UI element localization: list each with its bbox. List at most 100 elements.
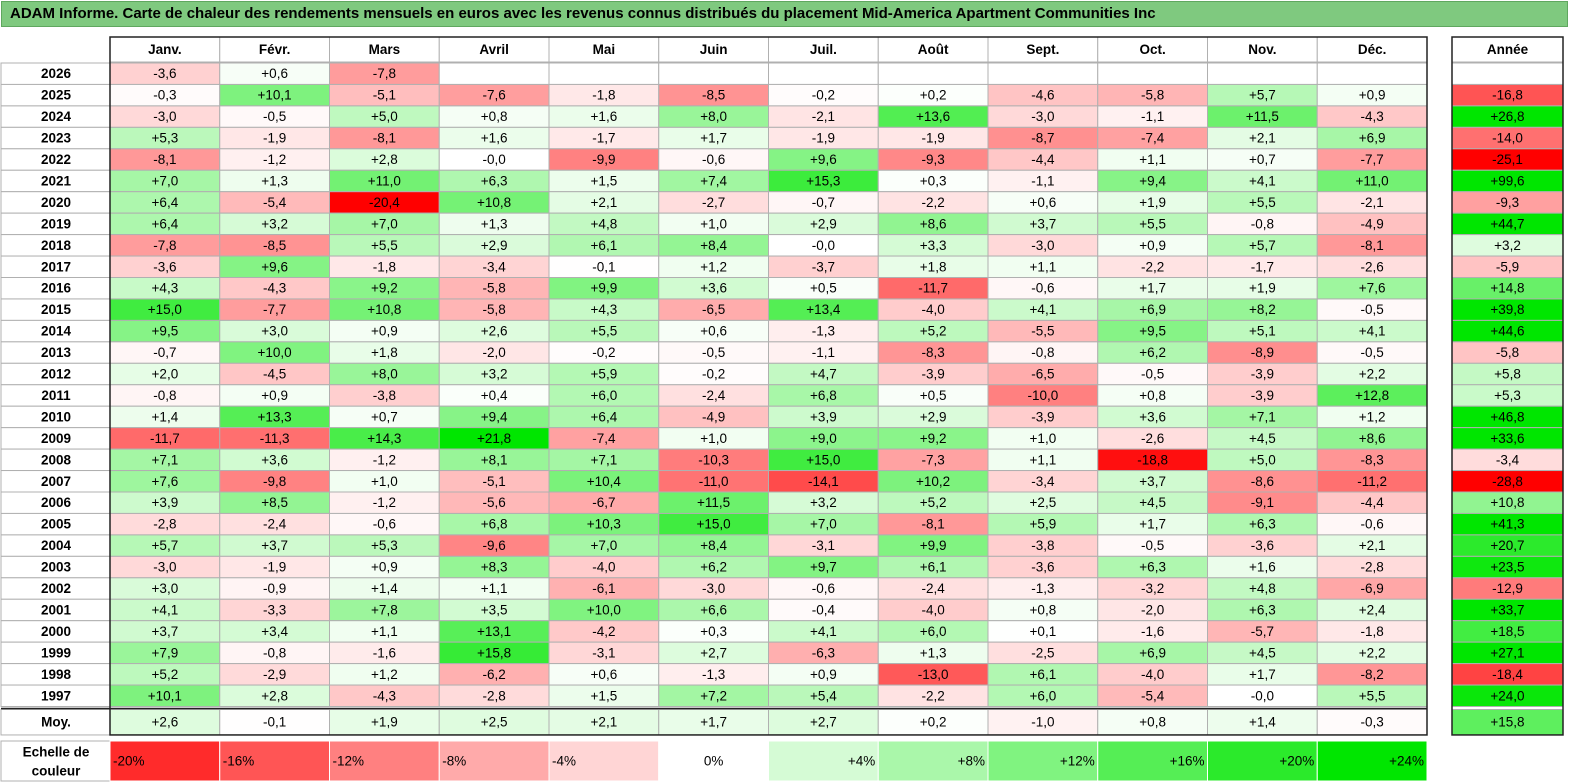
heat-cell-value: -3,2 <box>1141 581 1164 596</box>
scale-step <box>329 740 440 782</box>
heat-cell-value: +7,6 <box>1359 281 1386 296</box>
heat-cell-value: -1,1 <box>812 345 835 360</box>
heat-cell-value: -5,6 <box>482 495 505 510</box>
scale-step-label: +20% <box>1279 754 1314 769</box>
heat-cell-value: +4,8 <box>591 216 618 231</box>
heat-cell-value: -2,5 <box>1031 645 1054 660</box>
heat-cell-value: +6,1 <box>1030 667 1057 682</box>
heat-cell-value: -1,9 <box>812 131 835 146</box>
heat-cell-value: -6,9 <box>1360 581 1383 596</box>
heat-cell-value: -10,0 <box>1027 388 1058 403</box>
heat-cell-value: +13,1 <box>477 624 511 639</box>
annual-cell-value: +99,6 <box>1490 173 1524 188</box>
heat-cell-value: -1,3 <box>812 324 835 339</box>
heat-cell-value: +6,8 <box>481 517 508 532</box>
month-header: Déc. <box>1358 42 1387 57</box>
heat-cell-value: -0,1 <box>263 715 286 730</box>
heat-cell-value: -1,2 <box>263 152 286 167</box>
heat-cell-value: +11,0 <box>368 173 401 188</box>
heat-cell-value: +2,8 <box>371 152 398 167</box>
heat-cell-value: -1,9 <box>263 131 286 146</box>
heat-cell-value: +2,9 <box>810 216 837 231</box>
month-header: Sept. <box>1026 42 1059 57</box>
month-header: Juil. <box>810 42 837 57</box>
heat-cell-value: -7,4 <box>1141 131 1165 146</box>
heat-cell-value: +2,9 <box>481 238 508 253</box>
heat-cell-value: +6,3 <box>481 173 508 188</box>
heat-cell-value: -5,8 <box>482 302 505 317</box>
heat-cell-value: +0,9 <box>261 388 288 403</box>
heat-cell-value: -7,6 <box>482 88 505 103</box>
heat-cell-value: -1,9 <box>921 131 944 146</box>
heat-cell-value: -1,8 <box>592 88 615 103</box>
heat-cell-value: -11,7 <box>150 431 180 446</box>
heat-cell-value: -0,5 <box>263 109 286 124</box>
heat-cell-value: +2,6 <box>481 324 508 339</box>
annual-cell-value: +18,5 <box>1490 624 1524 639</box>
annual-cell-value: +26,8 <box>1490 109 1524 124</box>
heat-cell-value: +1,7 <box>700 715 727 730</box>
annual-cell-value: -18,4 <box>1492 667 1523 682</box>
heat-cell-value: -4,0 <box>1141 667 1164 682</box>
heat-cell-value: +9,6 <box>810 152 837 167</box>
heat-cell-value: +4,5 <box>1249 645 1276 660</box>
heat-cell-value: +5,0 <box>1249 452 1276 467</box>
year-label: 2005 <box>41 517 72 532</box>
heat-cell-value: +14,3 <box>367 431 401 446</box>
annual-cell-value: +33,7 <box>1490 602 1524 617</box>
heat-cell-value: -2,9 <box>263 667 286 682</box>
heat-cell-value: +0,2 <box>920 715 947 730</box>
heat-cell-value: -2,7 <box>702 195 725 210</box>
annual-cell-value: +33,6 <box>1490 431 1524 446</box>
heat-cell-value: +4,5 <box>1249 431 1276 446</box>
heat-cell-value: +7,4 <box>700 173 727 188</box>
heat-cell-value: +3,9 <box>810 409 837 424</box>
scale-step-label: -12% <box>333 754 365 769</box>
heat-cell-value: +3,5 <box>481 602 508 617</box>
heat-cell-value: -8,6 <box>1251 474 1274 489</box>
scale-step-label: -4% <box>552 754 576 769</box>
heat-cell-value: +5,2 <box>920 495 947 510</box>
heat-cell-value: -8,1 <box>921 517 944 532</box>
heat-cell-value: +3,7 <box>261 538 288 553</box>
heat-cell-value: +6,3 <box>1139 560 1166 575</box>
heat-cell-value: -0,0 <box>482 152 505 167</box>
month-header: Janv. <box>148 42 182 57</box>
heat-cell-value: +0,3 <box>700 624 727 639</box>
heat-cell-value: -7,8 <box>153 238 176 253</box>
year-label: 2010 <box>41 409 71 424</box>
month-header-cell <box>548 36 660 63</box>
heat-cell-value: -0,9 <box>263 581 286 596</box>
year-label: 2006 <box>41 495 72 510</box>
year-label: 2000 <box>41 624 71 639</box>
heat-cell-value: +9,4 <box>1139 173 1166 188</box>
heat-cell-value: -2,0 <box>482 345 505 360</box>
heat-cell-value: +1,3 <box>481 216 508 231</box>
heat-cell-value: +11,5 <box>697 495 730 510</box>
heat-cell-value: -0,8 <box>1251 216 1274 231</box>
heat-cell-value: -11,2 <box>1357 474 1387 489</box>
heat-cell-value: -4,4 <box>1360 495 1384 510</box>
heat-cell <box>1207 62 1318 85</box>
heat-cell-value: +2,2 <box>1359 645 1386 660</box>
year-label: 2019 <box>41 216 71 231</box>
heat-cell-value: -1,6 <box>1141 624 1164 639</box>
heat-cell-value: -0,6 <box>373 517 396 532</box>
year-label: 2014 <box>41 324 72 339</box>
heat-cell <box>1316 709 1428 736</box>
heat-cell-value: +3,2 <box>481 367 508 382</box>
heat-cell-value: -3,8 <box>1031 538 1054 553</box>
annual-cell-value: +46,8 <box>1490 409 1524 424</box>
heat-cell-value: +6,0 <box>1030 688 1057 703</box>
heat-cell-value: +1,3 <box>920 645 947 660</box>
annual-cell-value: +5,8 <box>1494 367 1521 382</box>
heat-cell-value: +0,5 <box>920 388 947 403</box>
heat-cell-value: +10,1 <box>148 688 182 703</box>
heat-cell-value: +15,8 <box>477 645 511 660</box>
heat-cell-value: +6,4 <box>152 195 179 210</box>
scale-step <box>1207 740 1318 782</box>
heat-cell-value: +6,4 <box>152 216 179 231</box>
heat-cell-value: +3,3 <box>920 238 947 253</box>
heat-cell-value: -0,3 <box>153 88 176 103</box>
heat-cell-value: +4,1 <box>1359 324 1386 339</box>
